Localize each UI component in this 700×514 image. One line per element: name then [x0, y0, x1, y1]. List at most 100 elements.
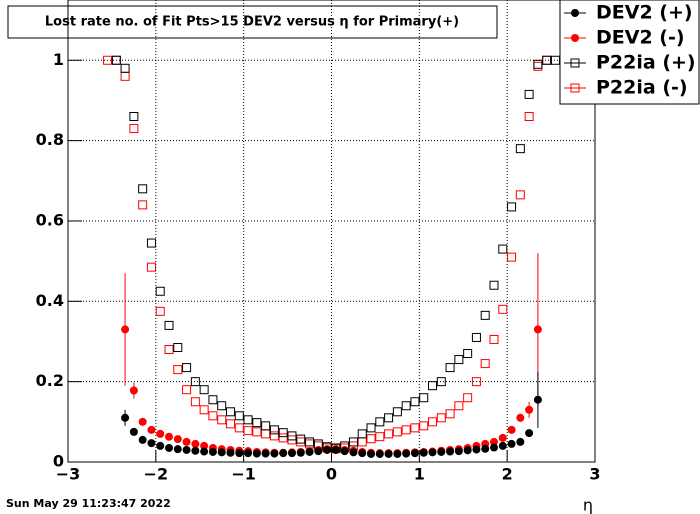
point — [533, 325, 542, 334]
point — [252, 449, 261, 458]
point — [208, 411, 218, 421]
point — [571, 9, 579, 17]
point — [340, 447, 349, 456]
timestamp: Sun May 29 11:23:47 2022 — [6, 497, 171, 510]
point — [375, 449, 384, 458]
point — [498, 304, 508, 314]
point — [217, 401, 227, 411]
point — [480, 359, 490, 369]
y-tick-label: 1 — [53, 50, 64, 69]
point — [463, 349, 473, 359]
point — [472, 445, 481, 454]
point — [147, 425, 156, 434]
point — [129, 427, 138, 436]
point — [103, 55, 113, 65]
point — [481, 444, 490, 453]
point — [270, 449, 279, 458]
point — [182, 437, 191, 446]
point — [366, 434, 376, 444]
x-tick-label: 3 — [589, 465, 600, 484]
point — [199, 405, 209, 415]
point — [296, 434, 306, 444]
point — [146, 262, 156, 272]
point — [446, 447, 455, 456]
point — [366, 423, 376, 433]
point — [120, 63, 130, 73]
point — [454, 447, 463, 456]
x-axis-label: η — [583, 496, 593, 514]
point — [182, 385, 192, 395]
point — [279, 449, 288, 458]
point — [243, 415, 253, 425]
y-tick-label: 0.6 — [36, 210, 64, 229]
point — [121, 413, 130, 422]
point — [287, 431, 297, 441]
point — [392, 427, 402, 437]
point — [173, 435, 182, 444]
point — [419, 448, 428, 457]
point — [393, 449, 402, 458]
point — [234, 423, 244, 433]
y-tick-label: 0.4 — [36, 291, 64, 310]
legend-label: P22ia (-) — [596, 77, 688, 99]
point — [507, 202, 517, 212]
point — [471, 377, 481, 387]
point — [570, 58, 580, 68]
point — [155, 286, 165, 296]
point — [437, 447, 446, 456]
point — [542, 55, 552, 65]
point — [516, 437, 525, 446]
point — [278, 428, 288, 438]
point — [489, 443, 498, 452]
point — [507, 425, 516, 434]
point — [445, 409, 455, 419]
point — [375, 432, 385, 442]
point — [445, 363, 455, 373]
point — [138, 200, 148, 210]
point — [208, 395, 218, 405]
point — [331, 445, 340, 454]
point — [463, 393, 473, 403]
point — [410, 397, 420, 407]
point — [129, 124, 139, 134]
point — [524, 89, 534, 99]
point — [480, 310, 490, 320]
point — [217, 415, 227, 425]
point — [550, 55, 560, 65]
point — [384, 449, 393, 458]
point — [129, 386, 138, 395]
point — [323, 445, 332, 454]
x-tick-label: 0 — [326, 465, 337, 484]
point — [138, 184, 148, 194]
point — [164, 320, 174, 330]
x-tick-label: −2 — [144, 465, 169, 484]
point — [428, 381, 438, 391]
point — [200, 447, 209, 456]
point — [165, 443, 174, 452]
point — [507, 439, 516, 448]
point — [278, 433, 288, 443]
point — [384, 413, 394, 423]
point — [147, 439, 156, 448]
point — [146, 238, 156, 248]
point — [489, 334, 499, 344]
legend-label: DEV2 (-) — [596, 27, 685, 49]
point — [392, 407, 402, 417]
point — [571, 34, 579, 42]
point — [191, 439, 200, 448]
point — [525, 429, 534, 438]
x-tick-label: −1 — [231, 465, 256, 484]
point — [243, 426, 253, 436]
point — [489, 280, 499, 290]
point — [348, 437, 358, 447]
point — [401, 401, 411, 411]
point — [225, 407, 235, 417]
point — [367, 449, 376, 458]
point — [173, 365, 183, 375]
point — [217, 448, 226, 457]
legend-box — [559, 0, 700, 105]
point — [190, 397, 200, 407]
point — [191, 446, 200, 455]
point — [454, 401, 464, 411]
